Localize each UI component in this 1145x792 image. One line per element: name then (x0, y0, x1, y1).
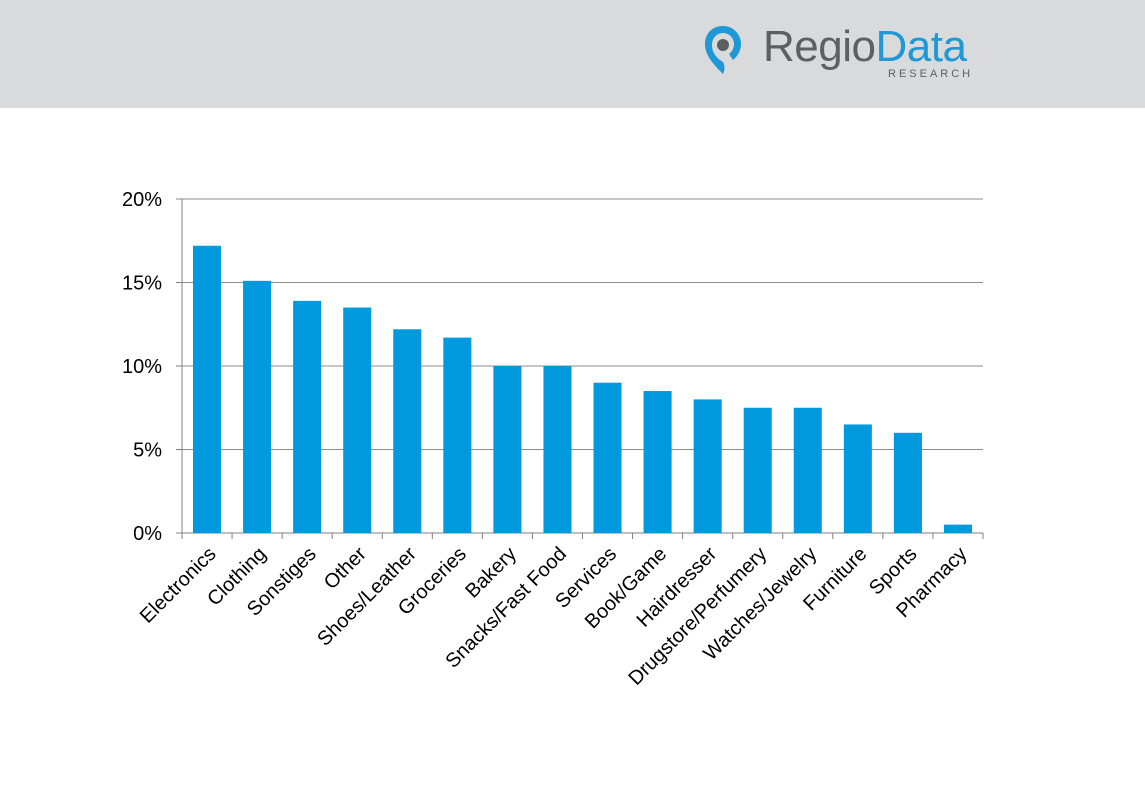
bar (943, 524, 972, 533)
bar (443, 337, 472, 533)
y-axis: 0% 5% 10% 15% 20% (122, 189, 183, 545)
bar (693, 399, 722, 533)
bar (793, 407, 822, 533)
bar (543, 366, 572, 533)
header-band: RegioData RESEARCH (0, 0, 1145, 108)
bar (293, 300, 322, 533)
y-tick-label: 0% (133, 523, 162, 545)
bar (493, 366, 522, 533)
bar (643, 391, 672, 533)
brand-subtitle: RESEARCH (888, 68, 974, 80)
bar (593, 382, 622, 533)
brand-name: RegioData (763, 22, 967, 72)
brand-name-part2: Data (875, 22, 967, 71)
bar (193, 245, 222, 533)
x-category-label: Electronics (136, 543, 221, 628)
brand-name-part1: Regio (763, 22, 876, 71)
brand-logo: RegioData RESEARCH (703, 22, 1003, 82)
bar (393, 329, 422, 533)
bar (243, 280, 272, 533)
bar (743, 407, 772, 533)
bar (893, 432, 922, 533)
bars (193, 245, 972, 533)
bar (343, 307, 372, 533)
y-tick-label: 15% (122, 273, 162, 295)
location-pin-icon (705, 26, 741, 74)
y-tick-label: 5% (133, 440, 162, 462)
y-tick-label: 10% (122, 356, 162, 378)
bar (843, 424, 872, 533)
y-tick-label: 20% (122, 189, 162, 211)
